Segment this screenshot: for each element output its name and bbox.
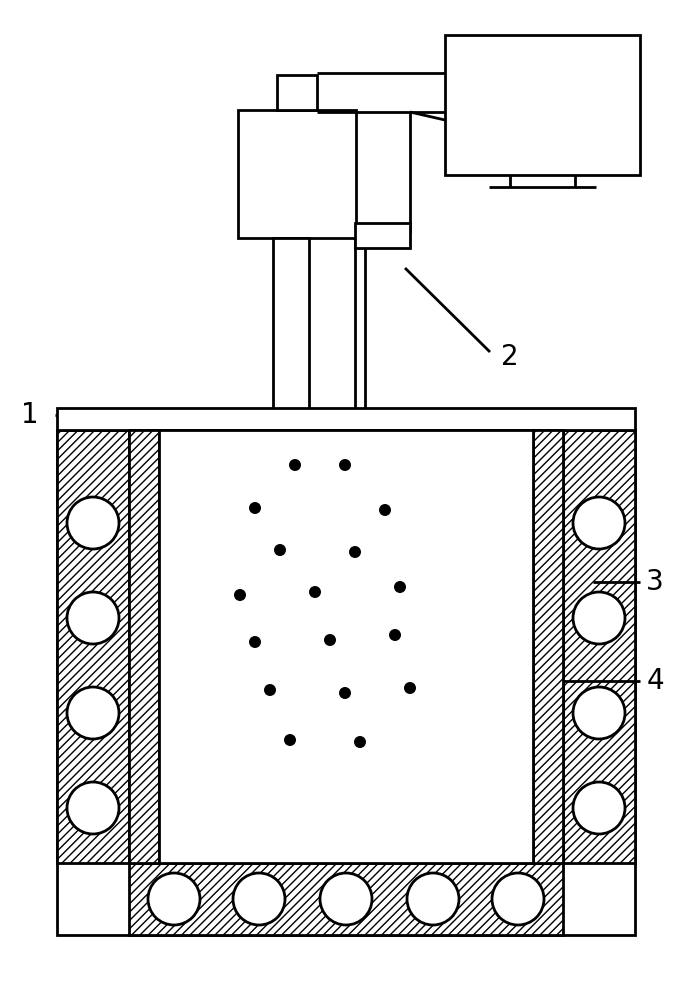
Bar [533, 430, 563, 863]
Circle shape [573, 687, 625, 739]
Bar [159, 430, 533, 863]
Bar [57, 430, 635, 935]
Bar [129, 863, 563, 935]
Text: 3: 3 [646, 568, 664, 596]
Circle shape [148, 873, 200, 925]
Circle shape [349, 546, 361, 558]
Circle shape [289, 459, 301, 471]
Circle shape [573, 497, 625, 549]
Bar [129, 430, 563, 863]
Circle shape [324, 634, 336, 646]
Bar [277, 75, 317, 110]
Bar [273, 238, 309, 545]
Circle shape [394, 581, 406, 593]
Circle shape [274, 544, 286, 556]
Circle shape [573, 592, 625, 644]
Circle shape [264, 684, 276, 696]
Circle shape [339, 687, 351, 699]
Circle shape [379, 504, 391, 516]
Circle shape [573, 782, 625, 834]
Circle shape [309, 586, 321, 598]
Circle shape [233, 873, 285, 925]
Circle shape [67, 687, 119, 739]
Text: 2: 2 [501, 343, 518, 371]
Bar [57, 430, 129, 863]
Circle shape [234, 589, 246, 601]
Circle shape [404, 682, 416, 694]
Bar [238, 110, 356, 238]
Bar [129, 430, 159, 863]
Circle shape [354, 736, 366, 748]
Circle shape [284, 734, 296, 746]
Bar [563, 430, 635, 863]
Circle shape [249, 636, 261, 648]
Bar [57, 408, 635, 430]
Circle shape [389, 629, 401, 641]
Circle shape [407, 873, 459, 925]
Circle shape [67, 497, 119, 549]
Circle shape [339, 459, 351, 471]
Text: 4: 4 [646, 667, 664, 695]
Bar [355, 223, 410, 248]
Circle shape [492, 873, 544, 925]
Circle shape [320, 873, 372, 925]
Circle shape [67, 782, 119, 834]
Bar [355, 238, 365, 510]
Bar [445, 35, 640, 175]
Circle shape [249, 502, 261, 514]
Text: 1: 1 [21, 401, 39, 429]
Circle shape [67, 592, 119, 644]
